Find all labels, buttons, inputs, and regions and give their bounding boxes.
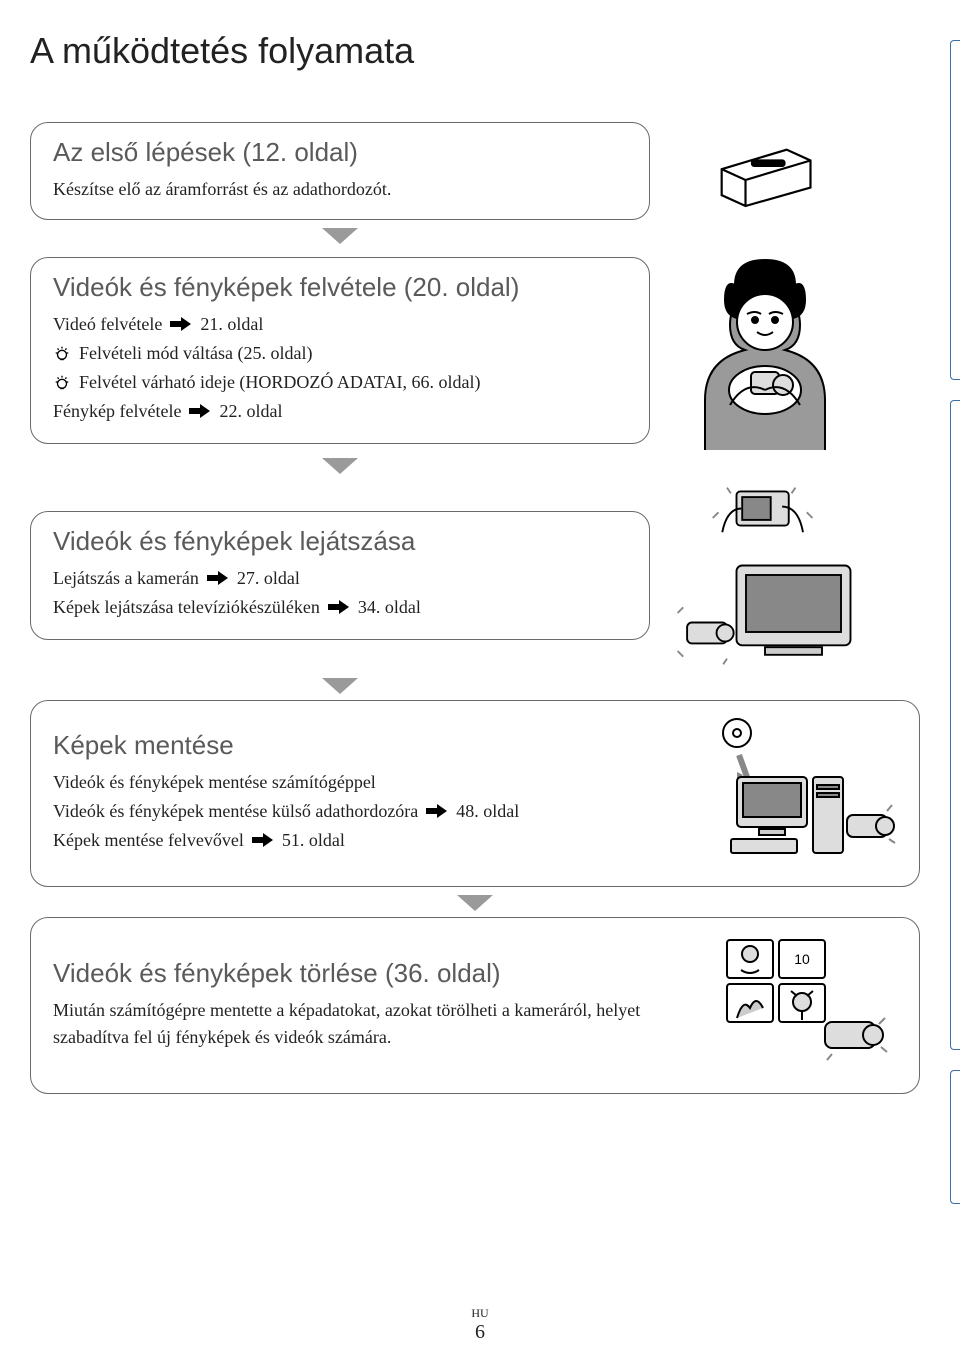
card-deleting: Videók és fényképek törlése (36. oldal) … (30, 917, 920, 1094)
side-tab (950, 40, 960, 380)
card-first-steps: Az első lépések (12. oldal) Készítse elő… (30, 122, 650, 220)
card-text: Miután számítógépre mentette a képadatok… (53, 997, 697, 1051)
arrow-right-icon (170, 317, 192, 331)
text: 27. oldal (237, 565, 300, 592)
arrow-right-icon (426, 804, 448, 818)
arrow-right-icon (207, 571, 229, 585)
illus-delete: 10 (717, 932, 897, 1077)
section-row: Videók és fényképek lejátszása Lejátszás… (30, 480, 920, 670)
text: Videók és fényképek mentése külső adatho… (53, 798, 418, 825)
text: Képek mentése felvevővel (53, 827, 244, 854)
text: 22. oldal (219, 398, 282, 425)
card-text: Videók és fényképek mentése számítógéppe… (53, 769, 677, 854)
illus-tv (650, 480, 860, 670)
card-title: Képek mentése (53, 730, 677, 761)
section-row: Képek mentése Videók és fényképek mentés… (30, 700, 920, 887)
svg-text:10: 10 (794, 951, 810, 967)
arrow-right-icon (328, 600, 350, 614)
card-text: Lejátszás a kamerán 27. oldal Képek lejá… (53, 565, 627, 621)
card-title: Az első lépések (12. oldal) (53, 137, 627, 168)
page-title: A működtetés folyamata (30, 30, 920, 72)
arrow-right-icon (189, 404, 211, 418)
connector-icon (30, 678, 650, 694)
card-playback: Videók és fényképek lejátszása Lejátszás… (30, 511, 650, 640)
illus-person (650, 250, 860, 450)
section-row: Az első lépések (12. oldal) Készítse elő… (30, 122, 920, 220)
text: 34. oldal (358, 594, 421, 621)
connector-icon (30, 895, 920, 911)
tip-icon (53, 373, 71, 391)
text: Videók és fényképek mentése számítógéppe… (53, 769, 376, 796)
text: 48. oldal (456, 798, 519, 825)
text: Lejátszás a kamerán (53, 565, 199, 592)
card-text: Készítse elő az áramforrást és az adatho… (53, 176, 627, 203)
text: Képek lejátszása televíziókészüléken (53, 594, 320, 621)
illus-pc (697, 715, 897, 870)
card-text: Videó felvétele 21. oldal Felvételi mód … (53, 311, 627, 425)
side-tab (950, 400, 960, 1050)
card-title: Videók és fényképek törlése (36. oldal) (53, 958, 697, 989)
side-tab (950, 1070, 960, 1204)
text: 21. oldal (200, 311, 263, 338)
text: 51. oldal (282, 827, 345, 854)
card-recording: Videók és fényképek felvétele (20. oldal… (30, 257, 650, 444)
section-row: Videók és fényképek törlése (36. oldal) … (30, 917, 920, 1094)
card-saving: Képek mentése Videók és fényképek mentés… (30, 700, 920, 887)
text: Felvételi mód váltása (25. oldal) (79, 340, 312, 367)
card-title: Videók és fényképek felvétele (20. oldal… (53, 272, 627, 303)
lang-code: HU (0, 1306, 960, 1321)
page-footer: HU 6 (0, 1306, 960, 1344)
page-number: 6 (0, 1321, 960, 1344)
connector-icon (30, 228, 650, 244)
text: Felvétel várható ideje (HORDOZÓ ADATAI, … (79, 369, 480, 396)
tip-icon (53, 344, 71, 362)
connector-icon (30, 458, 650, 474)
text: Fénykép felvétele (53, 398, 181, 425)
card-title: Videók és fényképek lejátszása (53, 526, 627, 557)
arrow-right-icon (252, 833, 274, 847)
section-row: Videók és fényképek felvétele (20. oldal… (30, 250, 920, 450)
illus-battery (650, 128, 860, 215)
text: Videó felvétele (53, 311, 162, 338)
